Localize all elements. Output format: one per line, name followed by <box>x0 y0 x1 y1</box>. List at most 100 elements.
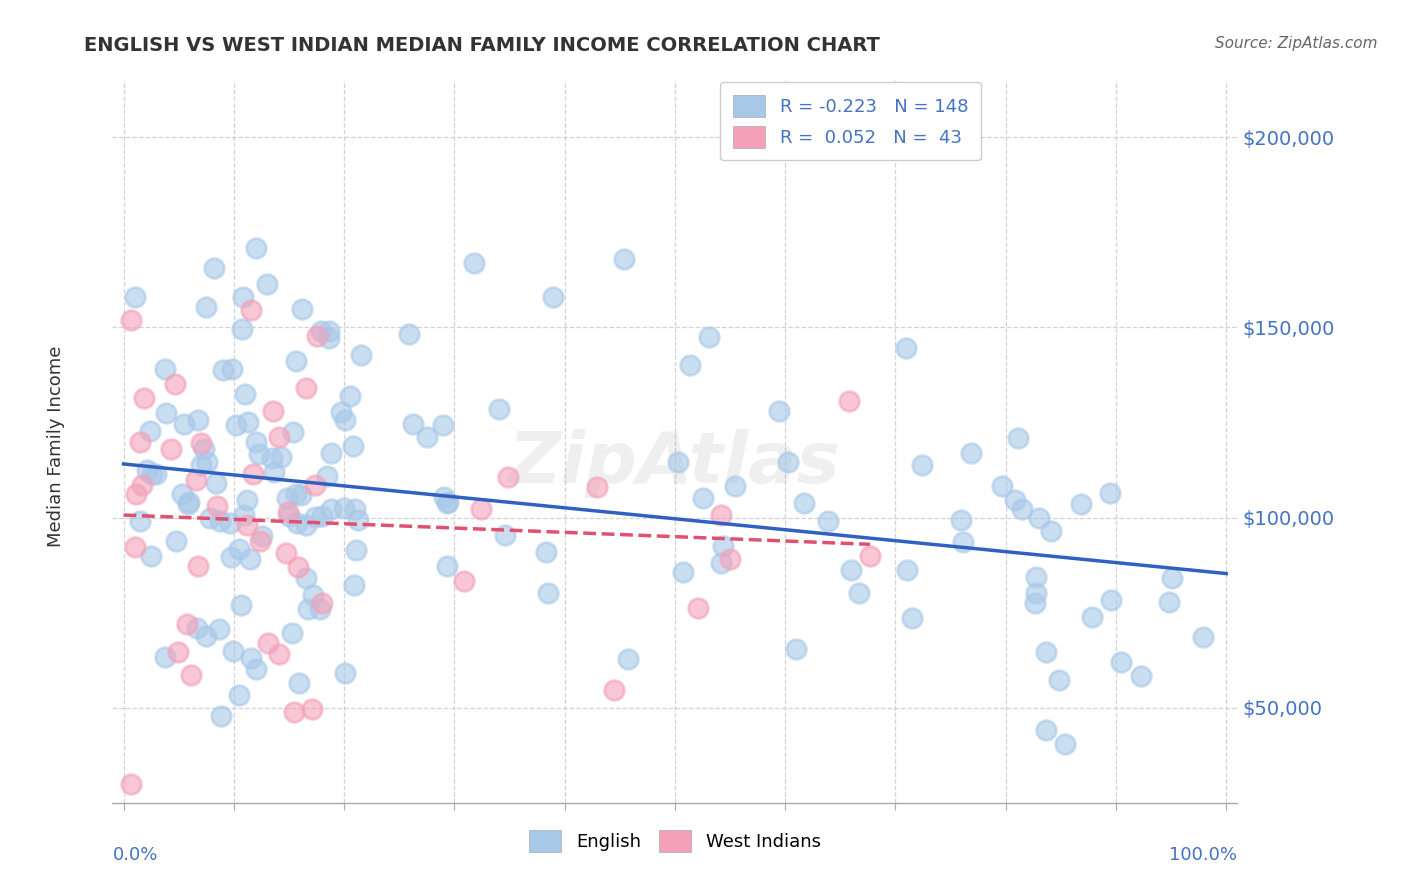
Point <box>274 546 297 560</box>
Point <box>342 439 364 453</box>
Point <box>233 386 256 401</box>
Point <box>991 479 1014 493</box>
Point <box>262 404 284 418</box>
Point <box>692 491 714 506</box>
Point <box>187 559 209 574</box>
Point <box>236 492 259 507</box>
Point <box>1025 586 1047 600</box>
Point <box>277 505 299 519</box>
Point <box>281 425 304 440</box>
Point <box>1024 596 1046 610</box>
Point <box>768 403 790 417</box>
Point <box>229 599 252 613</box>
Point <box>541 290 564 304</box>
Point <box>250 529 273 543</box>
Point <box>155 362 177 376</box>
Point <box>785 642 807 657</box>
Point <box>290 488 312 502</box>
Point <box>1160 570 1182 584</box>
Point <box>256 277 278 291</box>
Point <box>896 341 918 355</box>
Point <box>710 557 733 571</box>
Point <box>793 496 815 510</box>
Point <box>222 644 245 658</box>
Point <box>318 324 340 338</box>
Point <box>153 650 176 665</box>
Point <box>232 508 254 522</box>
Point <box>270 450 292 465</box>
Point <box>901 611 924 625</box>
Point <box>247 447 270 461</box>
Point <box>285 516 308 530</box>
Point <box>131 478 153 492</box>
Point <box>697 329 720 343</box>
Point <box>195 455 218 469</box>
Point <box>688 600 710 615</box>
Point <box>1007 431 1029 445</box>
Point <box>287 560 309 574</box>
Point <box>1098 486 1121 500</box>
Point <box>344 543 367 558</box>
Point <box>267 429 290 443</box>
Point <box>1192 630 1215 644</box>
Point <box>711 539 734 553</box>
Point <box>1028 510 1050 524</box>
Point <box>1011 501 1033 516</box>
Point <box>209 709 232 723</box>
Point <box>263 466 285 480</box>
Text: Source: ZipAtlas.com: Source: ZipAtlas.com <box>1215 36 1378 51</box>
Point <box>124 540 146 554</box>
Point <box>311 508 333 523</box>
Point <box>125 487 148 501</box>
Point <box>231 322 253 336</box>
Point <box>225 417 247 432</box>
Point <box>219 549 242 564</box>
Point <box>724 479 747 493</box>
Point <box>453 574 475 588</box>
Point <box>242 467 264 482</box>
Point <box>318 331 340 345</box>
Point <box>120 777 142 791</box>
Point <box>195 629 218 643</box>
Point <box>343 502 366 516</box>
Point <box>186 621 208 635</box>
Point <box>316 468 339 483</box>
Point <box>245 434 267 449</box>
Text: ENGLISH VS WEST INDIAN MEDIAN FAMILY INCOME CORRELATION CHART: ENGLISH VS WEST INDIAN MEDIAN FAMILY INC… <box>84 36 880 54</box>
Point <box>129 515 152 529</box>
Point <box>228 688 250 702</box>
Point <box>145 467 167 482</box>
Point <box>433 490 456 504</box>
Point <box>239 552 262 566</box>
Point <box>437 494 460 508</box>
Point <box>347 513 370 527</box>
Point <box>1070 497 1092 511</box>
Point <box>305 328 328 343</box>
Point <box>283 705 305 719</box>
Text: Median Family Income: Median Family Income <box>48 345 65 547</box>
Point <box>1035 723 1057 737</box>
Point <box>1109 655 1132 669</box>
Point <box>333 665 356 680</box>
Point <box>165 533 187 548</box>
Point <box>260 451 283 466</box>
Point <box>278 509 301 524</box>
Point <box>309 324 332 338</box>
Point <box>896 563 918 577</box>
Point <box>176 617 198 632</box>
Point <box>141 549 163 563</box>
Point <box>239 303 262 318</box>
Point <box>319 502 342 516</box>
Text: ZipAtlas: ZipAtlas <box>509 429 841 498</box>
Point <box>228 542 250 557</box>
Point <box>339 389 361 403</box>
Point <box>1130 669 1153 683</box>
Point <box>838 394 860 409</box>
Point <box>139 425 162 439</box>
Point <box>173 417 195 431</box>
Point <box>193 442 215 457</box>
Point <box>276 491 298 505</box>
Point <box>603 682 626 697</box>
Point <box>311 596 333 610</box>
Point <box>167 645 190 659</box>
